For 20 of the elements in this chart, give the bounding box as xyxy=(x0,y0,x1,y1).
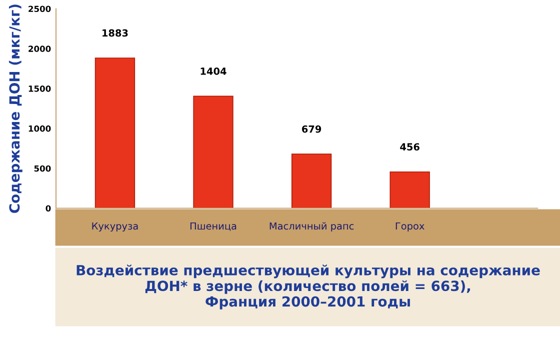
x-tick-label: Пшеница xyxy=(190,222,236,231)
x-tick-label: Масличный рапс xyxy=(270,222,354,232)
bar xyxy=(390,171,430,208)
text: Воздействие предшествующей культуры на содержание ДОН* в зерне (количество полей = 663), Франция 2000–2001 годы xyxy=(76,264,540,310)
y-tick-label: 2500 xyxy=(28,6,51,12)
y-tick-label: 2000 xyxy=(28,46,51,52)
x-tick-label: Горох xyxy=(396,222,424,232)
y-tick-label: 0 xyxy=(46,205,51,212)
y-tick-label: 500 xyxy=(34,165,51,172)
data-label: 1883 xyxy=(102,29,128,37)
data-label: 1404 xyxy=(200,68,226,75)
bar xyxy=(291,154,332,208)
y-axis-title: Содержание ДОН (мкг/кг) xyxy=(8,4,22,213)
data-label: 679 xyxy=(302,125,322,133)
data-label: 456 xyxy=(400,143,420,151)
bar xyxy=(193,96,234,208)
x-tick-label: Кукуруза xyxy=(92,222,138,232)
bar xyxy=(94,58,136,208)
y-tick-label: 1000 xyxy=(28,125,51,132)
y-tick-label: 1500 xyxy=(28,86,51,92)
